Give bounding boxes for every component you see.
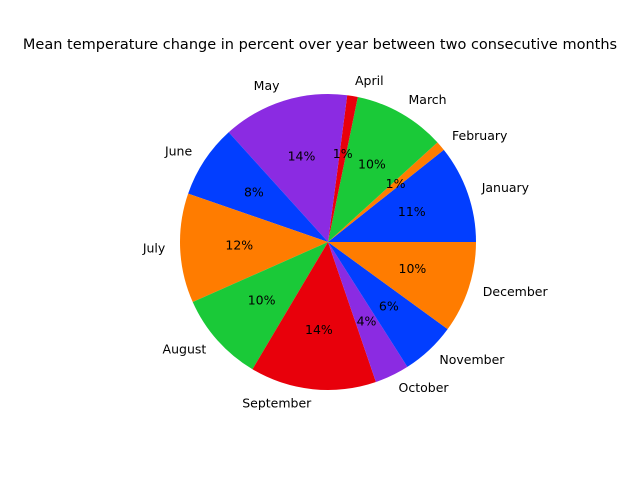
category-label-october: October bbox=[399, 380, 450, 395]
percent-label-october: 4% bbox=[357, 314, 377, 329]
category-label-march: March bbox=[409, 92, 447, 107]
percent-label-january: 11% bbox=[398, 204, 426, 219]
pie-slices bbox=[180, 93, 477, 391]
pie-slice-june bbox=[188, 132, 328, 242]
pie-slice-january bbox=[328, 149, 476, 242]
percent-label-march: 10% bbox=[358, 156, 386, 171]
percent-label-july: 12% bbox=[225, 237, 253, 252]
pie-slice-february bbox=[328, 142, 444, 242]
percent-label-february: 1% bbox=[386, 176, 406, 191]
category-label-august: August bbox=[163, 342, 207, 357]
category-label-december: December bbox=[483, 284, 549, 299]
category-label-may: May bbox=[254, 78, 280, 93]
percent-label-september: 14% bbox=[305, 322, 333, 337]
category-label-february: February bbox=[452, 128, 508, 143]
pie-slice-november bbox=[328, 242, 448, 367]
percent-label-august: 10% bbox=[248, 293, 276, 308]
chart-title: Mean temperature change in percent over … bbox=[23, 37, 617, 53]
category-label-january: January bbox=[481, 180, 530, 195]
pie-slice-august bbox=[192, 242, 328, 370]
pie-slice-march bbox=[328, 97, 438, 242]
pie-slice-september bbox=[252, 242, 376, 391]
pie-slice-april bbox=[328, 95, 358, 242]
slice-labels: January 11% February 1% March 10% April 1% May 14… bbox=[142, 73, 549, 410]
pie-slice-october bbox=[328, 242, 408, 383]
percent-label-june: 8% bbox=[244, 185, 264, 200]
category-label-july: July bbox=[142, 240, 166, 255]
category-label-november: November bbox=[439, 352, 505, 367]
percent-label-november: 6% bbox=[379, 298, 399, 313]
pie-slice-july bbox=[180, 193, 328, 303]
pie-slice-december bbox=[328, 242, 477, 330]
category-label-september: September bbox=[242, 395, 312, 410]
percent-label-december: 10% bbox=[399, 261, 427, 276]
category-label-june: June bbox=[164, 144, 193, 159]
pie-slice-may bbox=[228, 93, 348, 242]
percent-label-april: 1% bbox=[333, 146, 353, 161]
category-label-april: April bbox=[355, 73, 384, 88]
percent-label-may: 14% bbox=[288, 149, 316, 164]
